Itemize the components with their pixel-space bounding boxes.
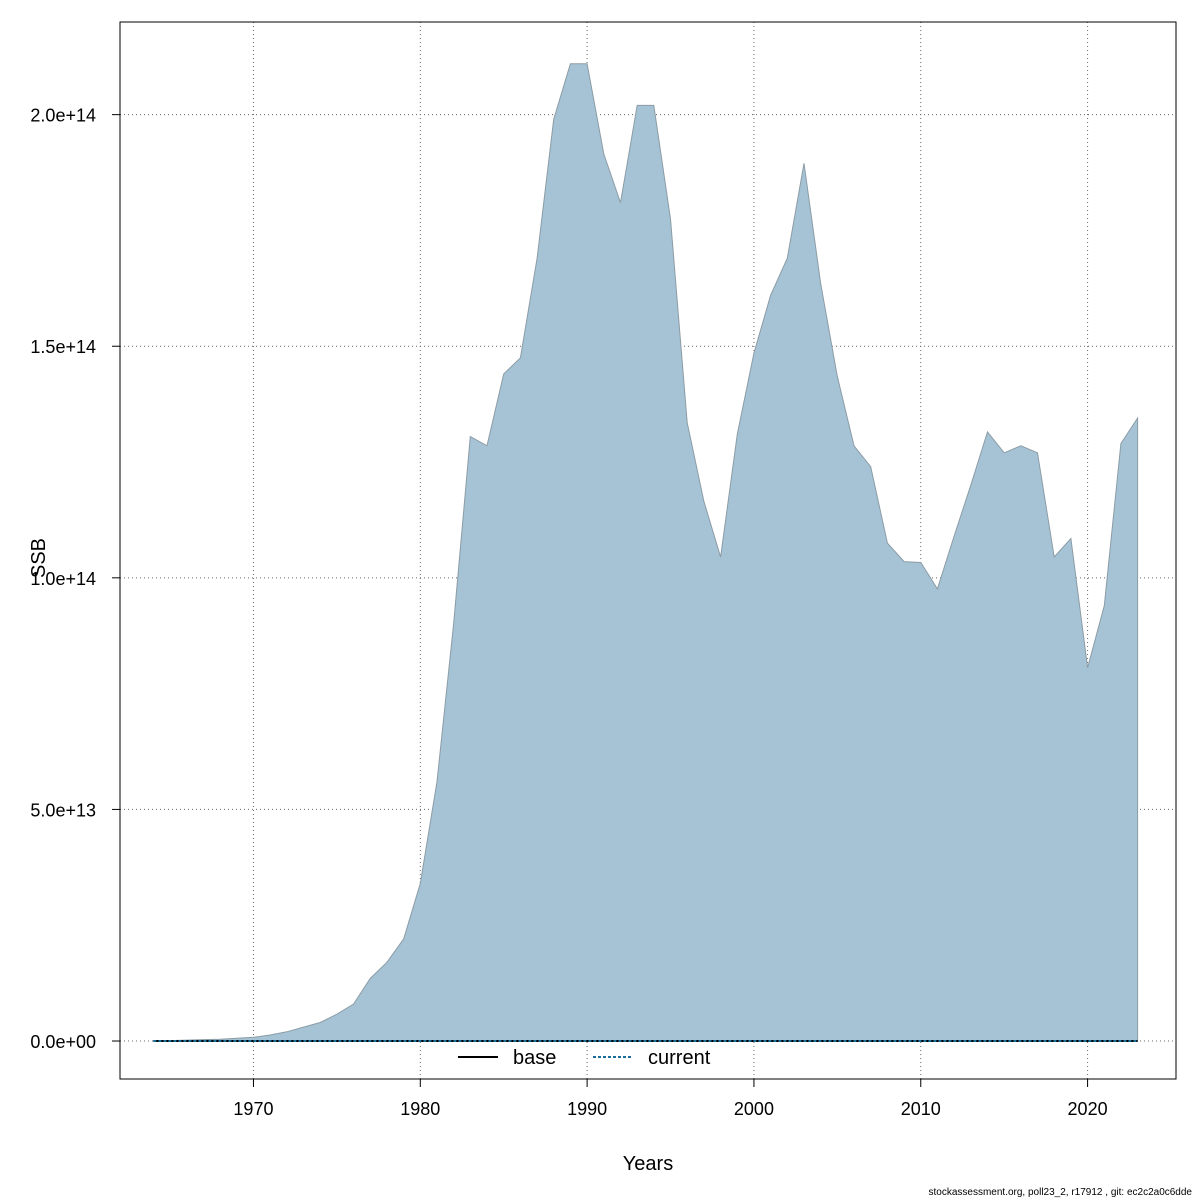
ssb-band <box>152 63 1139 1042</box>
x-tick-label: 2010 <box>901 1099 941 1119</box>
x-axis-label: Years <box>623 1153 673 1175</box>
plot-frame <box>119 21 1177 1080</box>
y-axis-label: SSB <box>28 538 50 578</box>
x-tick-label: 1980 <box>400 1099 440 1119</box>
x-tick-label: 2000 <box>734 1099 774 1119</box>
y-tick-label: 2.0e+14 <box>30 106 96 126</box>
x-axis: 1970 1980 1990 2000 2010 2020 <box>233 1079 1108 1119</box>
legend-base-label: base <box>513 1047 556 1069</box>
y-axis: 0.0e+00 5.0e+13 1.0e+14 1.5e+14 2.0e+14 <box>30 106 120 1052</box>
y-tick-label: 5.0e+13 <box>30 800 96 820</box>
x-tick-label: 1970 <box>233 1099 273 1119</box>
y-tick-label: 1.0e+14 <box>30 569 96 589</box>
x-tick-label: 1990 <box>567 1099 607 1119</box>
y-tick-label: 0.0e+00 <box>30 1032 96 1052</box>
x-tick-label: 2020 <box>1068 1099 1108 1119</box>
legend-current-label: current <box>648 1047 711 1069</box>
legend: base current <box>458 1047 711 1069</box>
footer-note: stockassessment.org, poll23_2, r17912 , … <box>928 1187 1193 1198</box>
y-tick-label: 1.5e+14 <box>30 337 96 357</box>
